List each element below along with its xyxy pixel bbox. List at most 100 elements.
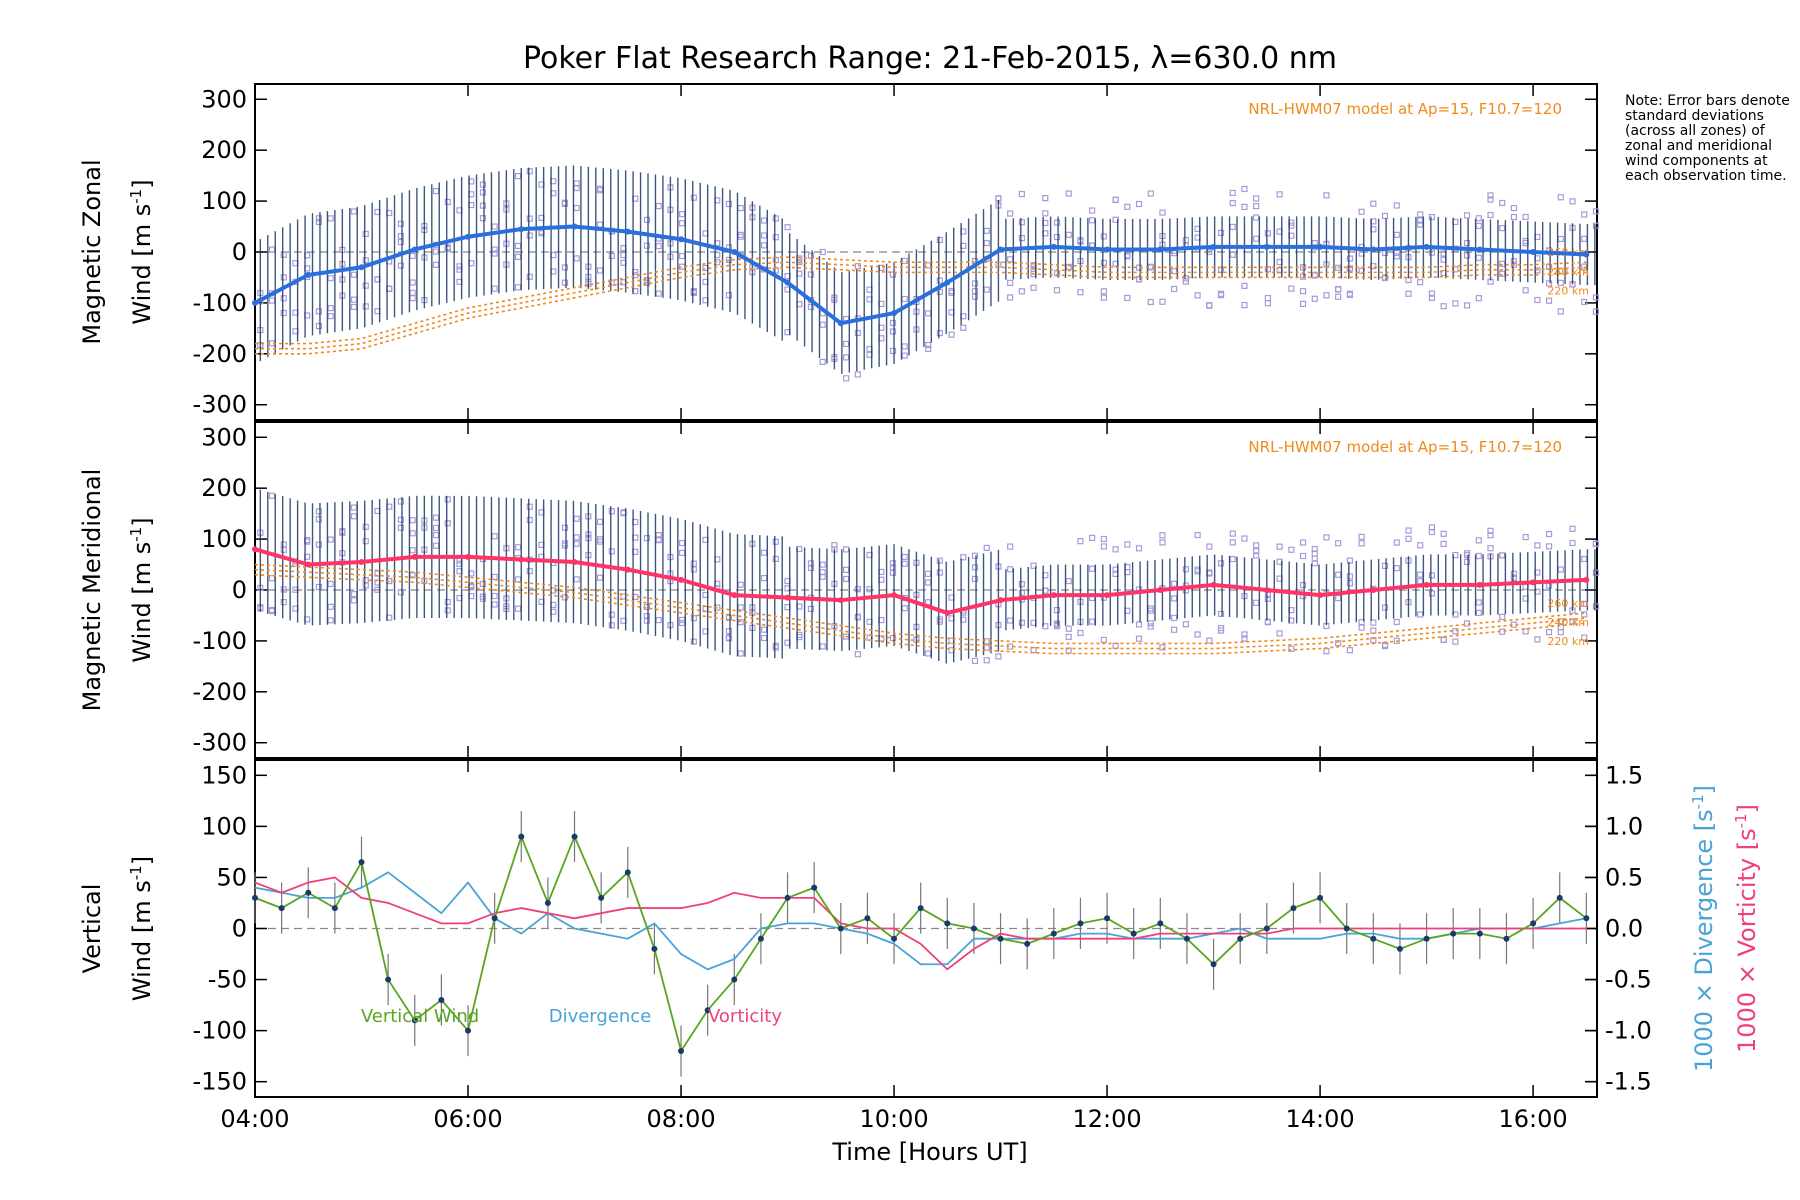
scatter-point <box>327 305 334 312</box>
scatter-point <box>1100 233 1107 240</box>
scatter-point <box>1499 199 1506 207</box>
scatter-point <box>573 576 580 583</box>
data-point <box>358 559 365 565</box>
scatter-point <box>1534 542 1541 549</box>
scatter-point <box>1194 531 1201 539</box>
data-point <box>944 279 951 286</box>
scatter-point <box>1463 551 1471 559</box>
time-axis: 04:00 06:00 08:00 10:00 12:00 14:00 16:00 <box>220 1105 1567 1133</box>
scatter-point <box>1135 635 1143 642</box>
scatter-point <box>350 271 358 278</box>
scatter-point <box>889 328 897 335</box>
scatter-point <box>1229 199 1236 207</box>
scatter-point <box>983 239 990 247</box>
scatter-point <box>350 590 358 598</box>
data-point <box>385 976 392 983</box>
scatter-point <box>1112 196 1119 203</box>
scatter-point <box>315 218 323 226</box>
scatter-point <box>1381 604 1389 611</box>
scatter-point <box>397 220 405 227</box>
data-point <box>651 945 658 952</box>
scatter-point <box>1557 235 1564 243</box>
scatter-point <box>1393 249 1400 257</box>
scatter-point <box>1112 546 1119 553</box>
scatter-point <box>432 542 440 549</box>
scatter-point <box>1417 578 1424 585</box>
scatter-point <box>737 650 744 657</box>
scatter-point <box>1042 210 1049 217</box>
scatter-point <box>1135 545 1143 552</box>
scatter-point <box>491 592 498 600</box>
scatter-point <box>1100 535 1107 543</box>
scatter-point <box>1475 599 1482 606</box>
scatter-point <box>1428 213 1436 221</box>
scatter-point <box>1253 542 1260 549</box>
scatter-point <box>397 233 405 240</box>
scatter-point <box>444 496 451 503</box>
scatter-point <box>596 185 604 192</box>
scatter-point <box>1393 253 1400 260</box>
scatter-point <box>608 548 615 555</box>
scatter-point <box>807 605 815 612</box>
y-tick-label: 0 <box>232 915 247 943</box>
scatter-point <box>655 242 662 250</box>
data-point <box>252 299 258 306</box>
scatter-point <box>1346 557 1354 564</box>
scatter-point <box>889 347 897 355</box>
scatter-point <box>1393 231 1400 238</box>
data-point <box>624 228 631 235</box>
chart-title: Poker Flat Research Range: 21-Feb-2015, … <box>523 41 1337 76</box>
scatter-point <box>725 256 733 264</box>
scatter-point <box>971 657 979 664</box>
scatter-point <box>1100 636 1107 644</box>
scatter-point <box>1182 275 1189 282</box>
scatter-point <box>1159 539 1166 546</box>
scatter-point <box>491 601 498 608</box>
scatter-point <box>761 217 768 224</box>
scatter-point <box>1463 239 1471 247</box>
scatter-point <box>491 223 498 230</box>
scatter-point <box>1545 543 1553 550</box>
y-tick-label: 300 <box>201 423 247 451</box>
scatter-point <box>1335 540 1342 547</box>
scatter-point <box>1253 214 1260 221</box>
data-point <box>837 320 844 327</box>
scatter-point <box>1358 540 1365 547</box>
scatter-point <box>573 540 580 547</box>
scatter-point <box>491 285 498 292</box>
scatter-point <box>1288 645 1295 652</box>
scatter-point <box>432 514 440 521</box>
scatter-point <box>1007 566 1014 573</box>
scatter-point <box>807 564 815 572</box>
scatter-point <box>807 271 815 278</box>
scatter-point <box>1463 302 1471 309</box>
data-point <box>1343 925 1350 932</box>
scatter-point <box>1452 300 1459 307</box>
scatter-point <box>1241 185 1248 193</box>
scatter-point <box>479 215 487 222</box>
scatter-point <box>1299 552 1307 560</box>
scatter-point <box>1065 190 1072 197</box>
scatter-point <box>1323 192 1330 199</box>
scatter-point <box>1569 198 1576 205</box>
scatter-point <box>1217 266 1225 273</box>
scatter-point <box>1276 630 1283 637</box>
scatter-point <box>1264 619 1271 626</box>
scatter-point <box>1428 528 1436 536</box>
data-point <box>1450 930 1457 937</box>
scatter-point <box>432 187 440 195</box>
y-axis-label: Vertical <box>78 884 106 974</box>
data-point <box>784 894 791 901</box>
y-tick-label: 300 <box>201 85 247 113</box>
scatter-point <box>971 280 979 287</box>
data-point <box>1583 251 1590 258</box>
scatter-point <box>315 308 323 315</box>
scatter-point <box>1581 611 1588 618</box>
scatter-point <box>268 246 276 253</box>
scatter-point <box>690 194 697 201</box>
scatter-point <box>1053 219 1061 226</box>
data-point <box>1104 246 1111 253</box>
right-y-tick-label: -0.5 <box>1605 966 1652 994</box>
scatter-point <box>1335 640 1342 647</box>
scatter-point <box>573 515 580 522</box>
